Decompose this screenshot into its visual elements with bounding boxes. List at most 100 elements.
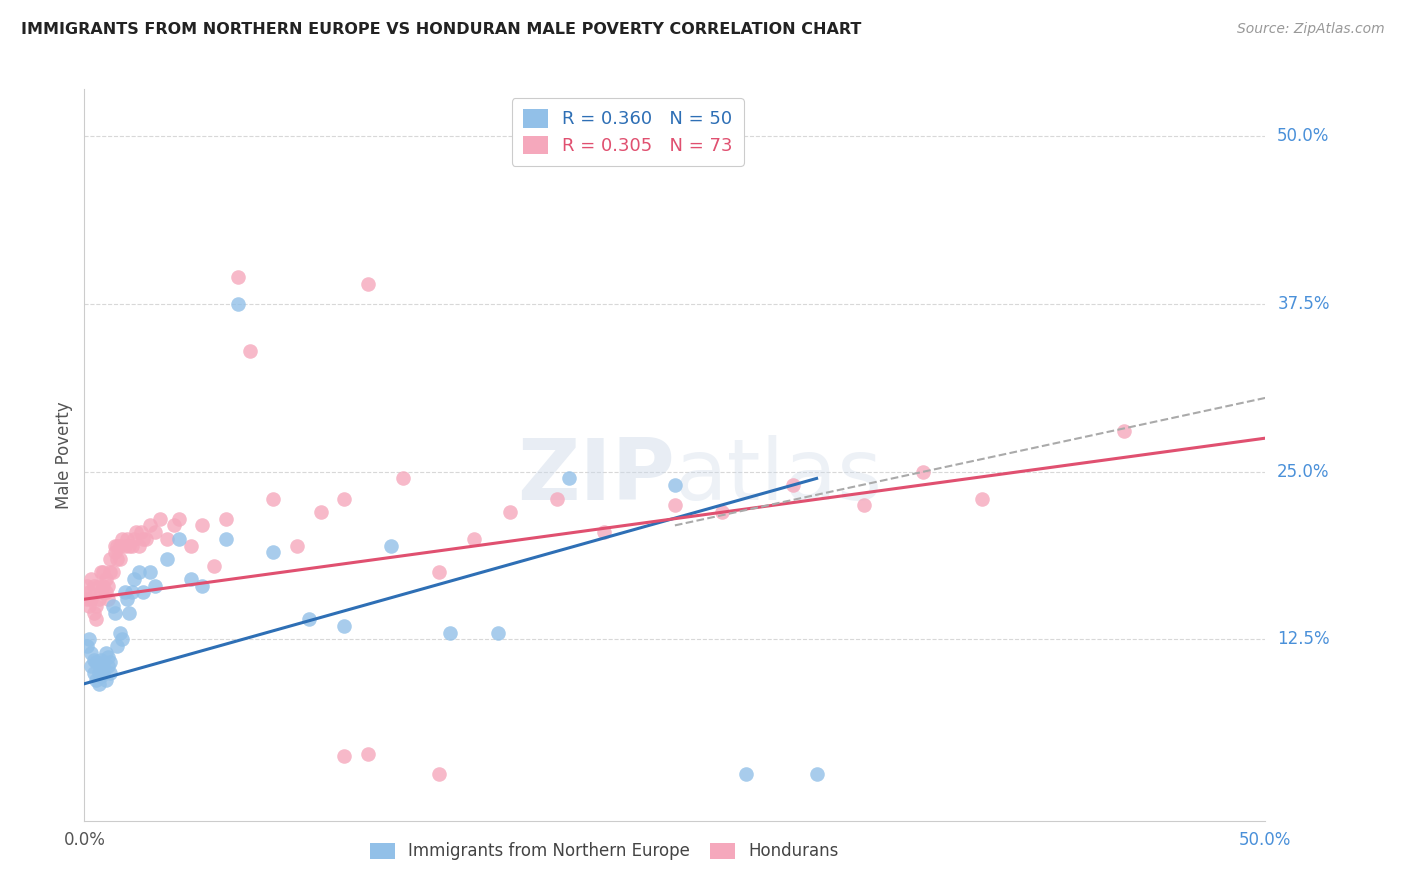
Point (84, 612, 107, 626)
Point (94, 585, 117, 599)
Point (94, 673, 117, 687)
Point (80, 572, 103, 586)
Point (664, 498, 686, 512)
Point (298, 612, 321, 626)
Point (156, 552, 179, 566)
Point (108, 625, 131, 640)
Point (143, 525, 166, 540)
Point (122, 532, 145, 546)
Point (98, 552, 121, 566)
Point (111, 632, 134, 647)
Point (107, 639, 129, 653)
Point (122, 572, 145, 586)
Point (80, 592, 103, 607)
Point (83, 652, 105, 666)
Point (143, 579, 166, 593)
Point (77, 585, 100, 599)
Point (128, 539, 150, 553)
Point (97, 579, 120, 593)
Point (262, 545, 284, 559)
Point (87, 665, 110, 680)
Point (202, 558, 225, 573)
Point (215, 532, 238, 546)
Point (114, 539, 136, 553)
Point (104, 545, 127, 559)
Point (91, 579, 114, 593)
Point (111, 532, 134, 546)
Point (91, 665, 114, 680)
Y-axis label: Male Poverty: Male Poverty (55, 401, 73, 508)
Point (80, 659, 103, 673)
Point (1112, 425, 1135, 439)
Point (463, 532, 485, 546)
Point (108, 552, 131, 566)
Point (664, 478, 686, 492)
Point (98, 655, 121, 669)
Point (191, 579, 214, 593)
Point (167, 532, 190, 546)
Point (427, 766, 450, 780)
Point (90, 585, 112, 599)
Legend: Immigrants from Northern Europe, Hondurans: Immigrants from Northern Europe, Hondura… (363, 836, 845, 867)
Point (546, 491, 568, 506)
Point (84, 655, 107, 669)
Point (118, 539, 141, 553)
Point (107, 539, 129, 553)
Point (87, 592, 110, 607)
Point (80, 646, 103, 660)
Point (118, 606, 141, 620)
Point (149, 511, 172, 525)
Point (392, 471, 415, 485)
Point (76, 579, 98, 593)
Point (309, 505, 332, 519)
Point (98, 566, 121, 580)
Text: atlas: atlas (675, 435, 883, 518)
Point (83, 606, 105, 620)
Point (380, 539, 402, 553)
Point (970, 491, 993, 506)
Point (107, 552, 129, 566)
Point (498, 505, 520, 519)
Point (94, 646, 117, 660)
Point (782, 478, 804, 492)
Point (101, 599, 124, 613)
Point (101, 566, 124, 580)
Point (439, 625, 461, 640)
Point (333, 619, 356, 633)
Text: 25.0%: 25.0% (1277, 463, 1330, 481)
Point (180, 572, 202, 586)
Point (132, 532, 155, 546)
Point (215, 511, 238, 525)
Point (90, 669, 112, 683)
Point (76, 592, 98, 607)
Text: Source: ZipAtlas.com: Source: ZipAtlas.com (1237, 22, 1385, 37)
Point (84, 599, 107, 613)
Point (135, 532, 157, 546)
Point (139, 566, 162, 580)
Point (262, 491, 284, 506)
Point (97, 649, 120, 664)
Text: ZIP: ZIP (517, 435, 675, 518)
Point (125, 525, 148, 540)
Point (239, 343, 262, 358)
Point (852, 498, 875, 512)
Point (139, 518, 162, 533)
Text: 50.0%: 50.0% (1277, 128, 1330, 145)
Point (806, 766, 828, 780)
Point (911, 465, 934, 479)
Point (91, 566, 114, 580)
Point (104, 539, 127, 553)
Point (87, 579, 110, 593)
Point (557, 471, 579, 485)
Point (285, 539, 308, 553)
Point (83, 579, 105, 593)
Point (711, 505, 734, 519)
Point (357, 277, 380, 291)
Text: 12.5%: 12.5% (1277, 631, 1330, 648)
Point (94, 572, 117, 586)
Point (114, 585, 136, 599)
Point (87, 677, 110, 691)
Point (121, 539, 143, 553)
Point (77, 632, 100, 647)
Point (129, 525, 152, 540)
